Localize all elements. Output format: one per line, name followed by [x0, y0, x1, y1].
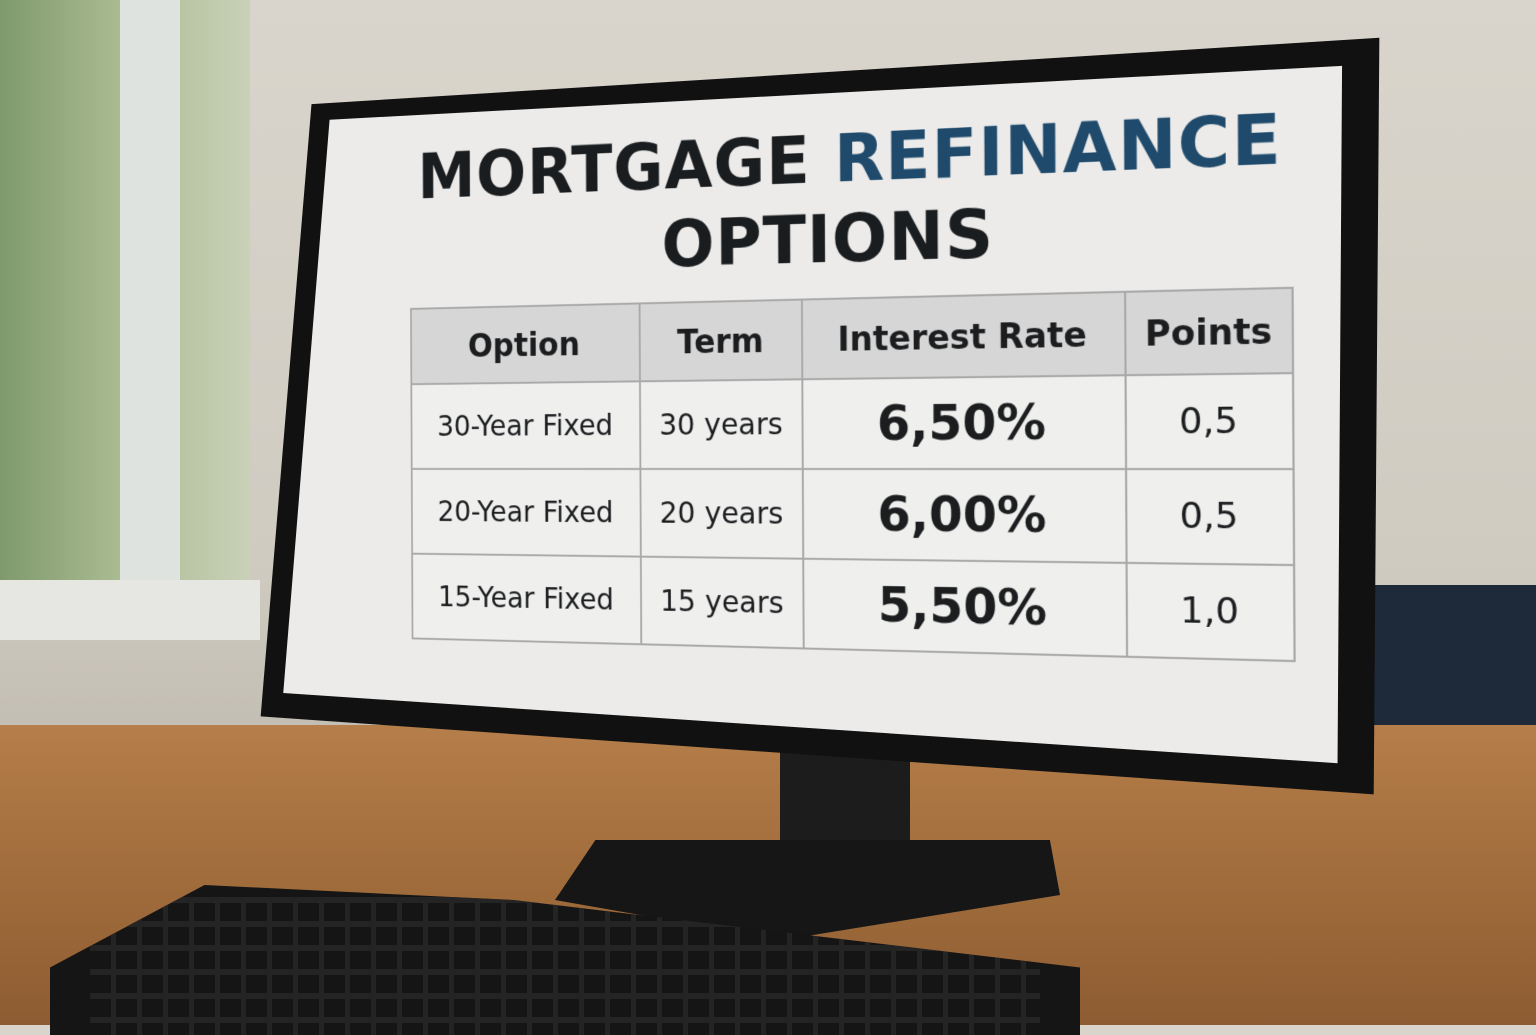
header-term: Term [639, 299, 803, 382]
title-part2: REFINANCE [833, 98, 1283, 198]
slide-content: MORTGAGE REFINANCE OPTIONS Option Term I… [383, 85, 1330, 764]
page-title: MORTGAGE REFINANCE OPTIONS [383, 95, 1327, 291]
table-row: 30-Year Fixed 30 years 6,50% 0,5 [411, 373, 1294, 470]
cell-term: 30 years [640, 379, 803, 469]
monitor: MORTGAGE REFINANCE OPTIONS Option Term I… [255, 30, 1385, 810]
cell-term: 20 years [640, 468, 804, 559]
cell-option: 20-Year Fixed [411, 468, 641, 557]
cell-points: 1,0 [1126, 562, 1295, 662]
title-line2: OPTIONS [661, 194, 995, 283]
header-interest-rate: Interest Rate [802, 291, 1126, 380]
cell-points: 0,5 [1125, 373, 1294, 470]
table-header-row: Option Term Interest Rate Points [410, 287, 1294, 385]
cell-option: 30-Year Fixed [411, 381, 641, 469]
window-sill [0, 580, 260, 640]
cell-rate: 6,50% [802, 375, 1126, 470]
title-part1: MORTGAGE [417, 121, 811, 214]
cell-rate: 6,00% [802, 468, 1127, 563]
table-row: 15-Year Fixed 15 years 5,50% 1,0 [412, 553, 1295, 662]
monitor-screen: MORTGAGE REFINANCE OPTIONS Option Term I… [283, 65, 1343, 764]
refinance-table: Option Term Interest Rate Points 30-Year… [410, 287, 1296, 662]
header-option: Option [410, 303, 641, 385]
cell-term: 15 years [640, 556, 804, 649]
cell-option: 15-Year Fixed [412, 553, 642, 645]
table-row: 20-Year Fixed 20 years 6,00% 0,5 [411, 468, 1295, 566]
cell-rate: 5,50% [803, 558, 1127, 657]
window-frame [120, 0, 180, 600]
header-points: Points [1124, 287, 1294, 376]
cell-points: 0,5 [1125, 469, 1295, 566]
